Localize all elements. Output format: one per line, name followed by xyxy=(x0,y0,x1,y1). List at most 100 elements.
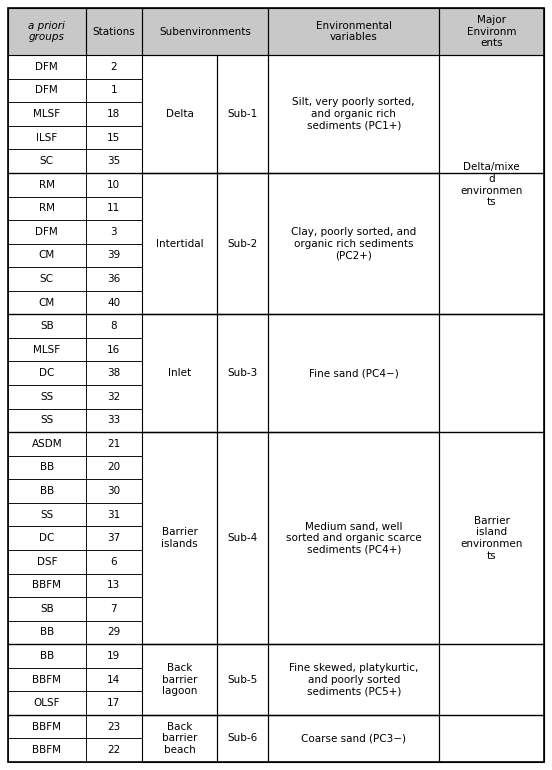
Bar xyxy=(268,55,439,173)
Bar xyxy=(8,715,86,738)
Text: Intertidal: Intertidal xyxy=(156,239,203,249)
Text: DFM: DFM xyxy=(35,62,58,72)
Bar xyxy=(86,291,142,314)
Bar xyxy=(8,691,86,715)
Text: a priori
groups: a priori groups xyxy=(28,21,65,42)
Text: Clay, poorly sorted, and
organic rich sediments
(PC2+): Clay, poorly sorted, and organic rich se… xyxy=(291,227,416,260)
Bar xyxy=(86,361,142,385)
Text: SS: SS xyxy=(40,510,54,520)
Text: 29: 29 xyxy=(107,628,120,638)
Text: 7: 7 xyxy=(110,604,117,614)
Bar xyxy=(8,102,86,126)
Bar xyxy=(8,173,86,196)
Bar xyxy=(217,715,268,762)
Text: BBFM: BBFM xyxy=(33,581,61,591)
Bar xyxy=(86,55,142,79)
Bar xyxy=(8,385,86,409)
Text: Coarse sand (PC3−): Coarse sand (PC3−) xyxy=(301,734,406,744)
Bar xyxy=(8,291,86,314)
Text: MLSF: MLSF xyxy=(33,345,60,355)
Bar xyxy=(86,479,142,503)
Bar xyxy=(142,314,217,432)
Bar xyxy=(268,314,439,432)
Text: 30: 30 xyxy=(107,486,120,496)
Bar xyxy=(217,644,268,715)
Bar xyxy=(8,361,86,385)
Bar xyxy=(86,79,142,102)
Bar xyxy=(8,243,86,267)
Text: ASDM: ASDM xyxy=(31,439,62,449)
Text: CM: CM xyxy=(39,297,55,307)
Text: SB: SB xyxy=(40,321,54,331)
Bar xyxy=(86,385,142,409)
Text: Sub-3: Sub-3 xyxy=(227,368,258,378)
Bar xyxy=(8,79,86,102)
Text: RM: RM xyxy=(39,203,55,213)
Bar xyxy=(142,644,217,715)
Text: Barrier
island
environmen
ts: Barrier island environmen ts xyxy=(460,516,523,561)
Bar xyxy=(86,644,142,668)
Bar xyxy=(268,644,439,715)
Text: MLSF: MLSF xyxy=(33,109,60,119)
Text: 13: 13 xyxy=(107,581,120,591)
Bar xyxy=(8,503,86,527)
Text: BBFM: BBFM xyxy=(33,745,61,755)
Text: 18: 18 xyxy=(107,109,120,119)
Text: 36: 36 xyxy=(107,274,120,284)
Bar xyxy=(86,456,142,479)
Bar xyxy=(268,173,439,314)
Text: 40: 40 xyxy=(107,297,120,307)
Bar xyxy=(142,173,217,314)
Bar xyxy=(8,644,86,668)
Text: BB: BB xyxy=(40,463,54,473)
Bar xyxy=(86,738,142,762)
Bar xyxy=(86,338,142,361)
Bar xyxy=(268,432,439,644)
Bar xyxy=(8,597,86,621)
Text: Silt, very poorly sorted,
and organic rich
sediments (PC1+): Silt, very poorly sorted, and organic ri… xyxy=(293,98,415,131)
Text: Sub-2: Sub-2 xyxy=(227,239,258,249)
Bar xyxy=(8,196,86,220)
Text: BBFM: BBFM xyxy=(33,721,61,731)
Bar xyxy=(8,621,86,644)
Bar xyxy=(8,456,86,479)
Bar xyxy=(8,527,86,550)
Text: Inlet: Inlet xyxy=(168,368,191,378)
Text: 35: 35 xyxy=(107,156,120,166)
Text: Delta: Delta xyxy=(166,109,193,119)
Text: 10: 10 xyxy=(107,179,120,189)
Text: 1: 1 xyxy=(110,85,117,95)
Bar xyxy=(86,691,142,715)
Bar xyxy=(8,149,86,173)
Bar xyxy=(86,196,142,220)
Bar xyxy=(86,668,142,691)
Bar xyxy=(8,738,86,762)
Text: Back
barrier
beach: Back barrier beach xyxy=(162,721,197,755)
Text: SC: SC xyxy=(40,274,54,284)
Text: DC: DC xyxy=(39,533,55,543)
Text: 31: 31 xyxy=(107,510,120,520)
Text: Fine sand (PC4−): Fine sand (PC4−) xyxy=(309,368,399,378)
Text: Sub-1: Sub-1 xyxy=(227,109,258,119)
Bar xyxy=(142,432,217,644)
Bar xyxy=(86,715,142,738)
Text: 2: 2 xyxy=(110,62,117,72)
Text: Fine skewed, platykurtic,
and poorly sorted
sediments (PC5+): Fine skewed, platykurtic, and poorly sor… xyxy=(289,663,418,696)
Bar xyxy=(8,8,544,55)
Text: 8: 8 xyxy=(110,321,117,331)
Text: DFM: DFM xyxy=(35,85,58,95)
Text: 6: 6 xyxy=(110,557,117,567)
Text: BB: BB xyxy=(40,486,54,496)
Text: DC: DC xyxy=(39,368,55,378)
Bar xyxy=(217,55,268,173)
Text: Sub-6: Sub-6 xyxy=(227,734,258,744)
Bar xyxy=(86,173,142,196)
Text: 15: 15 xyxy=(107,132,120,142)
Bar xyxy=(8,479,86,503)
Bar xyxy=(8,432,86,456)
Bar xyxy=(8,574,86,597)
Bar xyxy=(86,243,142,267)
Text: 19: 19 xyxy=(107,651,120,661)
Text: 16: 16 xyxy=(107,345,120,355)
Bar xyxy=(8,8,86,55)
